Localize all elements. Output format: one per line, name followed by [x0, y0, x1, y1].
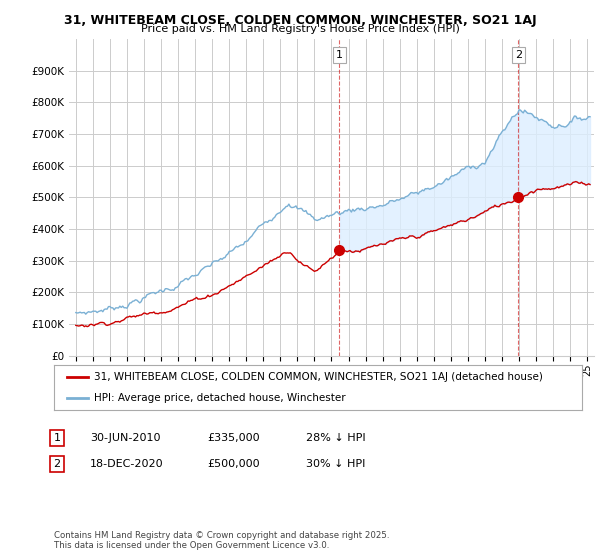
Text: HPI: Average price, detached house, Winchester: HPI: Average price, detached house, Winc…: [94, 393, 345, 403]
Text: 2: 2: [515, 50, 522, 60]
Text: Price paid vs. HM Land Registry's House Price Index (HPI): Price paid vs. HM Land Registry's House …: [140, 24, 460, 34]
Text: 30-JUN-2010: 30-JUN-2010: [90, 433, 161, 443]
Text: 2: 2: [53, 459, 61, 469]
Text: 1: 1: [53, 433, 61, 443]
Text: Contains HM Land Registry data © Crown copyright and database right 2025.
This d: Contains HM Land Registry data © Crown c…: [54, 531, 389, 550]
Text: £335,000: £335,000: [207, 433, 260, 443]
Text: 31, WHITEBEAM CLOSE, COLDEN COMMON, WINCHESTER, SO21 1AJ: 31, WHITEBEAM CLOSE, COLDEN COMMON, WINC…: [64, 14, 536, 27]
Text: £500,000: £500,000: [207, 459, 260, 469]
Text: 1: 1: [336, 50, 343, 60]
Text: 31, WHITEBEAM CLOSE, COLDEN COMMON, WINCHESTER, SO21 1AJ (detached house): 31, WHITEBEAM CLOSE, COLDEN COMMON, WINC…: [94, 372, 542, 382]
Text: 18-DEC-2020: 18-DEC-2020: [90, 459, 164, 469]
Text: 30% ↓ HPI: 30% ↓ HPI: [306, 459, 365, 469]
Text: 28% ↓ HPI: 28% ↓ HPI: [306, 433, 365, 443]
